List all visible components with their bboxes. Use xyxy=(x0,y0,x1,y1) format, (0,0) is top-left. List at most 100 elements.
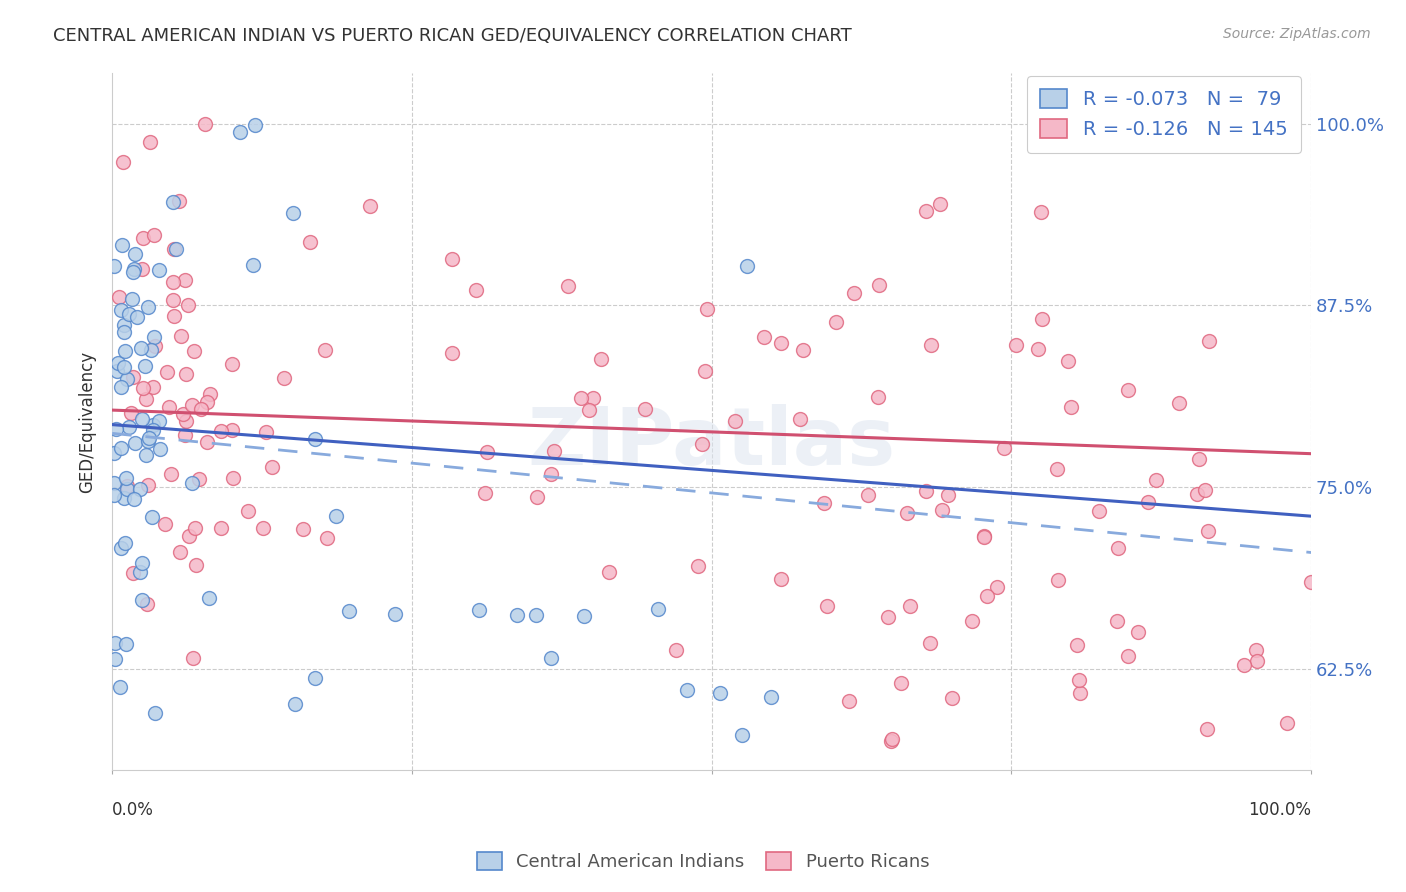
Point xyxy=(1144,473,1167,487)
Point xyxy=(304,671,326,685)
Point xyxy=(299,235,322,249)
Point xyxy=(104,636,127,650)
Point xyxy=(1185,487,1208,501)
Point xyxy=(866,390,889,404)
Point xyxy=(686,559,709,574)
Point xyxy=(103,446,125,460)
Point xyxy=(122,261,145,276)
Point xyxy=(709,686,731,700)
Point xyxy=(149,442,172,456)
Point xyxy=(142,418,165,433)
Point xyxy=(103,259,125,273)
Point xyxy=(114,470,136,484)
Point xyxy=(890,676,912,690)
Point xyxy=(675,682,697,697)
Point xyxy=(136,300,159,314)
Point xyxy=(121,265,143,279)
Point xyxy=(468,602,491,616)
Point xyxy=(813,496,835,510)
Point xyxy=(138,431,160,445)
Point xyxy=(540,467,562,482)
Point xyxy=(174,273,197,287)
Point xyxy=(770,336,793,351)
Point xyxy=(112,325,135,339)
Point xyxy=(815,599,838,613)
Point xyxy=(960,614,983,628)
Point xyxy=(1194,483,1216,498)
Point xyxy=(914,484,936,499)
Point xyxy=(973,529,995,543)
Point xyxy=(131,556,153,570)
Point xyxy=(110,380,132,394)
Point xyxy=(112,360,135,375)
Point xyxy=(1197,524,1219,539)
Point xyxy=(188,472,211,486)
Point xyxy=(976,589,998,603)
Point xyxy=(929,197,952,211)
Point xyxy=(174,428,197,442)
Point xyxy=(198,591,221,605)
Point xyxy=(557,278,579,293)
Point xyxy=(155,365,177,379)
Point xyxy=(1031,205,1053,219)
Point xyxy=(838,694,860,708)
Point xyxy=(914,204,936,219)
Point xyxy=(229,126,252,140)
Point xyxy=(190,401,212,416)
Point xyxy=(1195,722,1218,736)
Point xyxy=(254,425,277,440)
Point xyxy=(695,364,717,378)
Point xyxy=(117,420,139,434)
Text: Source: ZipAtlas.com: Source: ZipAtlas.com xyxy=(1223,27,1371,41)
Point xyxy=(124,247,146,261)
Point xyxy=(143,330,166,344)
Point xyxy=(162,293,184,307)
Point xyxy=(141,510,163,524)
Point xyxy=(337,604,360,618)
Point xyxy=(634,401,657,416)
Point xyxy=(111,238,134,252)
Point xyxy=(1031,312,1053,326)
Point xyxy=(1066,638,1088,652)
Legend: Central American Indians, Puerto Ricans: Central American Indians, Puerto Ricans xyxy=(470,846,936,879)
Point xyxy=(589,352,612,367)
Point xyxy=(194,117,217,131)
Point xyxy=(752,329,775,343)
Point xyxy=(181,476,204,491)
Point xyxy=(281,206,304,220)
Point xyxy=(384,607,406,621)
Point xyxy=(160,467,183,482)
Point xyxy=(209,521,232,535)
Point xyxy=(221,423,243,437)
Point xyxy=(1047,573,1070,587)
Point xyxy=(896,506,918,520)
Point xyxy=(1088,503,1111,517)
Point xyxy=(162,275,184,289)
Point xyxy=(359,199,381,213)
Point xyxy=(148,263,170,277)
Point xyxy=(1126,625,1149,640)
Text: 0.0%: 0.0% xyxy=(112,801,155,819)
Point xyxy=(128,565,150,579)
Point xyxy=(314,343,336,357)
Point xyxy=(1188,452,1211,467)
Point xyxy=(112,155,135,169)
Point xyxy=(169,194,191,209)
Point xyxy=(260,459,283,474)
Point xyxy=(792,343,814,358)
Point xyxy=(135,392,157,406)
Point xyxy=(121,293,143,307)
Point xyxy=(177,529,200,543)
Point xyxy=(464,283,486,297)
Point xyxy=(122,491,145,506)
Text: ZIPatlas: ZIPatlas xyxy=(527,404,896,482)
Point xyxy=(1060,400,1083,414)
Point xyxy=(474,486,496,500)
Point xyxy=(143,339,166,353)
Point xyxy=(920,337,942,351)
Point xyxy=(238,504,260,518)
Point xyxy=(789,412,811,426)
Point xyxy=(103,488,125,502)
Point xyxy=(110,541,132,556)
Point xyxy=(582,392,605,406)
